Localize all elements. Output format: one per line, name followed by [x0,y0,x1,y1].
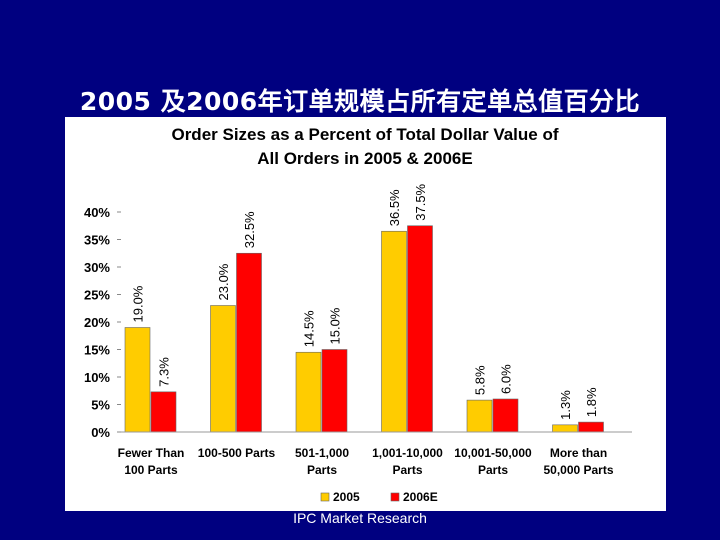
bar-2005 [124,327,151,433]
data-label: 15.0% [328,307,343,344]
data-label: 23.0% [216,263,231,300]
data-label: 37.5% [413,183,428,220]
legend-swatch-2006E [390,492,400,502]
y-tick-label: 0% [91,425,110,440]
bar-2006E [578,421,604,433]
chart-panel: Order Sizes as a Percent of Total Dollar… [65,117,666,511]
x-category-label: 1,001-10,000 [372,446,443,460]
y-tick-label: 40% [84,205,110,220]
chart-title-line: Order Sizes as a Percent of Total Dollar… [171,125,558,144]
legend-swatch-2005 [320,492,330,502]
y-tick-label: 10% [84,370,110,385]
source-footer: IPC Market Research [293,510,427,526]
y-tick-label: 20% [84,315,110,330]
data-label: 1.3% [558,390,573,420]
y-tick-label: 30% [84,260,110,275]
chart-title-line: All Orders in 2005 & 2006E [257,149,472,168]
x-category-label: Parts [478,463,508,477]
x-category-label: More than [550,446,607,460]
bar-2006E [407,225,433,433]
x-category-label: 10,001-50,000 [454,446,532,460]
bar-2005 [295,351,322,433]
data-label: 19.0% [131,285,146,322]
bar-2005 [210,305,236,433]
bar-2005 [381,230,407,433]
slide-title: 2005 及2006年订单规模占所有定单总值百分比 [79,87,641,116]
bar-2006E [236,252,262,433]
legend-label: 2006E [403,490,438,504]
x-category-label: 501-1,000 [295,446,349,460]
y-tick-label: 5% [91,398,110,413]
y-tick-label: 15% [84,343,110,358]
bar-chart: Order Sizes as a Percent of Total Dollar… [84,125,632,504]
data-label: 36.5% [387,189,402,226]
data-label: 1.8% [584,387,599,417]
x-category-label: 50,000 Parts [543,463,613,477]
bar-2005 [466,399,493,433]
y-tick-label: 35% [84,233,110,248]
data-label: 6.0% [499,364,514,394]
x-category-label: Parts [392,463,422,477]
x-category-label: Parts [307,463,337,477]
bar-2005 [552,424,578,433]
data-label: 14.5% [302,310,317,347]
x-category-label: 100 Parts [124,463,178,477]
data-label: 7.3% [157,357,172,387]
bar-2006E [150,391,177,433]
data-label: 32.5% [242,211,257,248]
x-category-label: Fewer Than [118,446,185,460]
x-category-label: 100-500 Parts [198,446,276,460]
y-tick-label: 25% [84,288,110,303]
bar-2006E [321,349,348,433]
bar-2006E [492,398,519,433]
legend-label: 2005 [333,490,360,504]
data-label: 5.8% [473,365,488,395]
